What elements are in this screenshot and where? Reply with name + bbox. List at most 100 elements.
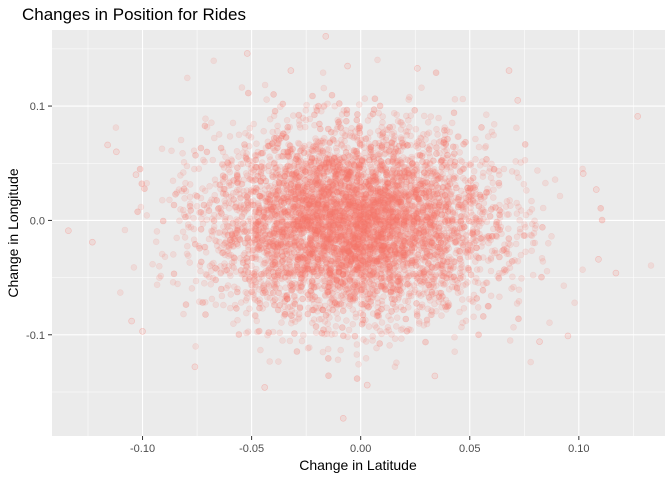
scatter-point — [314, 282, 322, 290]
scatter-point — [579, 266, 586, 274]
scatter-point — [130, 264, 138, 271]
scatter-point — [473, 198, 481, 205]
scatter-point — [338, 239, 346, 246]
scatter-point — [310, 272, 318, 280]
scatter-point — [334, 163, 342, 171]
scatter-point — [256, 239, 264, 246]
scatter-point — [379, 284, 386, 292]
scatter-point — [292, 220, 300, 228]
scatter-point — [349, 295, 357, 303]
scatter-point — [202, 249, 210, 256]
scatter-point — [317, 163, 324, 170]
scatter-point — [206, 273, 213, 281]
scatter-point — [307, 201, 315, 208]
scatter-point — [374, 145, 382, 152]
scatter-point — [459, 95, 467, 103]
scatter-point — [291, 292, 298, 300]
scatter-point — [482, 111, 490, 118]
scatter-point — [331, 205, 339, 212]
scatter-point — [310, 228, 318, 236]
scatter-point — [412, 142, 420, 150]
scatter-point — [451, 96, 459, 103]
scatter-point — [400, 266, 408, 273]
scatter-point — [312, 322, 320, 330]
scatter-point — [358, 215, 366, 223]
scatter-point — [548, 233, 555, 240]
scatter-point — [283, 148, 291, 155]
scatter-point — [276, 329, 284, 337]
scatter-point — [393, 111, 401, 118]
scatter-point — [422, 228, 430, 235]
scatter-point — [181, 195, 188, 202]
scatter-point — [274, 153, 282, 161]
scatter-point — [392, 214, 400, 221]
scatter-point — [243, 262, 250, 270]
scatter-point — [209, 156, 217, 164]
scatter-point — [352, 313, 360, 321]
scatter-point — [337, 292, 345, 300]
scatter-point — [354, 219, 361, 227]
scatter-point — [427, 291, 435, 299]
scatter-point — [193, 202, 201, 210]
scatter-point — [197, 267, 204, 275]
scatter-point — [263, 202, 270, 209]
scatter-point — [201, 187, 209, 195]
scatter-point — [184, 221, 192, 228]
major-gridlines — [52, 30, 665, 436]
scatter-point — [334, 356, 342, 364]
scatter-point — [285, 221, 292, 228]
scatter-point — [305, 220, 313, 228]
scatter-point — [292, 234, 300, 241]
scatter-point — [378, 266, 386, 274]
scatter-point — [520, 180, 528, 188]
scatter-point — [264, 293, 271, 301]
scatter-point — [461, 177, 469, 184]
scatter-point — [332, 280, 340, 288]
scatter-point — [260, 282, 268, 290]
scatter-point — [526, 208, 534, 216]
scatter-point — [439, 184, 447, 191]
scatter-point — [504, 225, 512, 232]
scatter-point — [249, 227, 257, 235]
scatter-point — [202, 115, 209, 122]
scatter-point — [528, 247, 536, 255]
scatter-point — [450, 227, 458, 235]
scatter-point — [366, 129, 374, 136]
scatter-point — [320, 169, 327, 177]
scatter-point — [491, 247, 499, 254]
scatter-point — [359, 264, 367, 272]
scatter-point — [458, 217, 465, 224]
scatter-point — [518, 275, 525, 282]
scatter-point — [416, 151, 424, 159]
scatter-point — [391, 220, 399, 228]
scatter-point — [446, 265, 454, 273]
scatter-point — [529, 271, 537, 279]
scatter-point — [272, 191, 280, 198]
scatter-point — [297, 287, 305, 295]
scatter-point — [251, 236, 258, 244]
scatter-point — [341, 226, 349, 234]
scatter-point — [529, 239, 537, 247]
scatter-point — [182, 179, 189, 187]
scatter-points — [112, 56, 655, 382]
scatter-point — [345, 246, 353, 254]
scatter-point — [208, 295, 216, 303]
scatter-point — [334, 153, 342, 161]
scatter-point — [420, 227, 427, 235]
scatter-point — [179, 228, 187, 236]
scatter-point — [112, 124, 120, 131]
scatter-point — [397, 136, 405, 143]
scatter-point — [532, 222, 540, 229]
scatter-point — [313, 176, 321, 184]
scatter-point — [487, 174, 495, 182]
scatter-point — [418, 84, 425, 91]
scatter-point — [265, 283, 273, 291]
scatter-point — [360, 258, 368, 266]
scatter-point — [271, 195, 278, 203]
scatter-point — [358, 136, 366, 143]
scatter-point — [326, 205, 334, 213]
scatter-point — [511, 257, 518, 264]
scatter-point — [300, 187, 307, 194]
scatter-point — [344, 196, 352, 204]
scatter-point — [271, 184, 279, 191]
